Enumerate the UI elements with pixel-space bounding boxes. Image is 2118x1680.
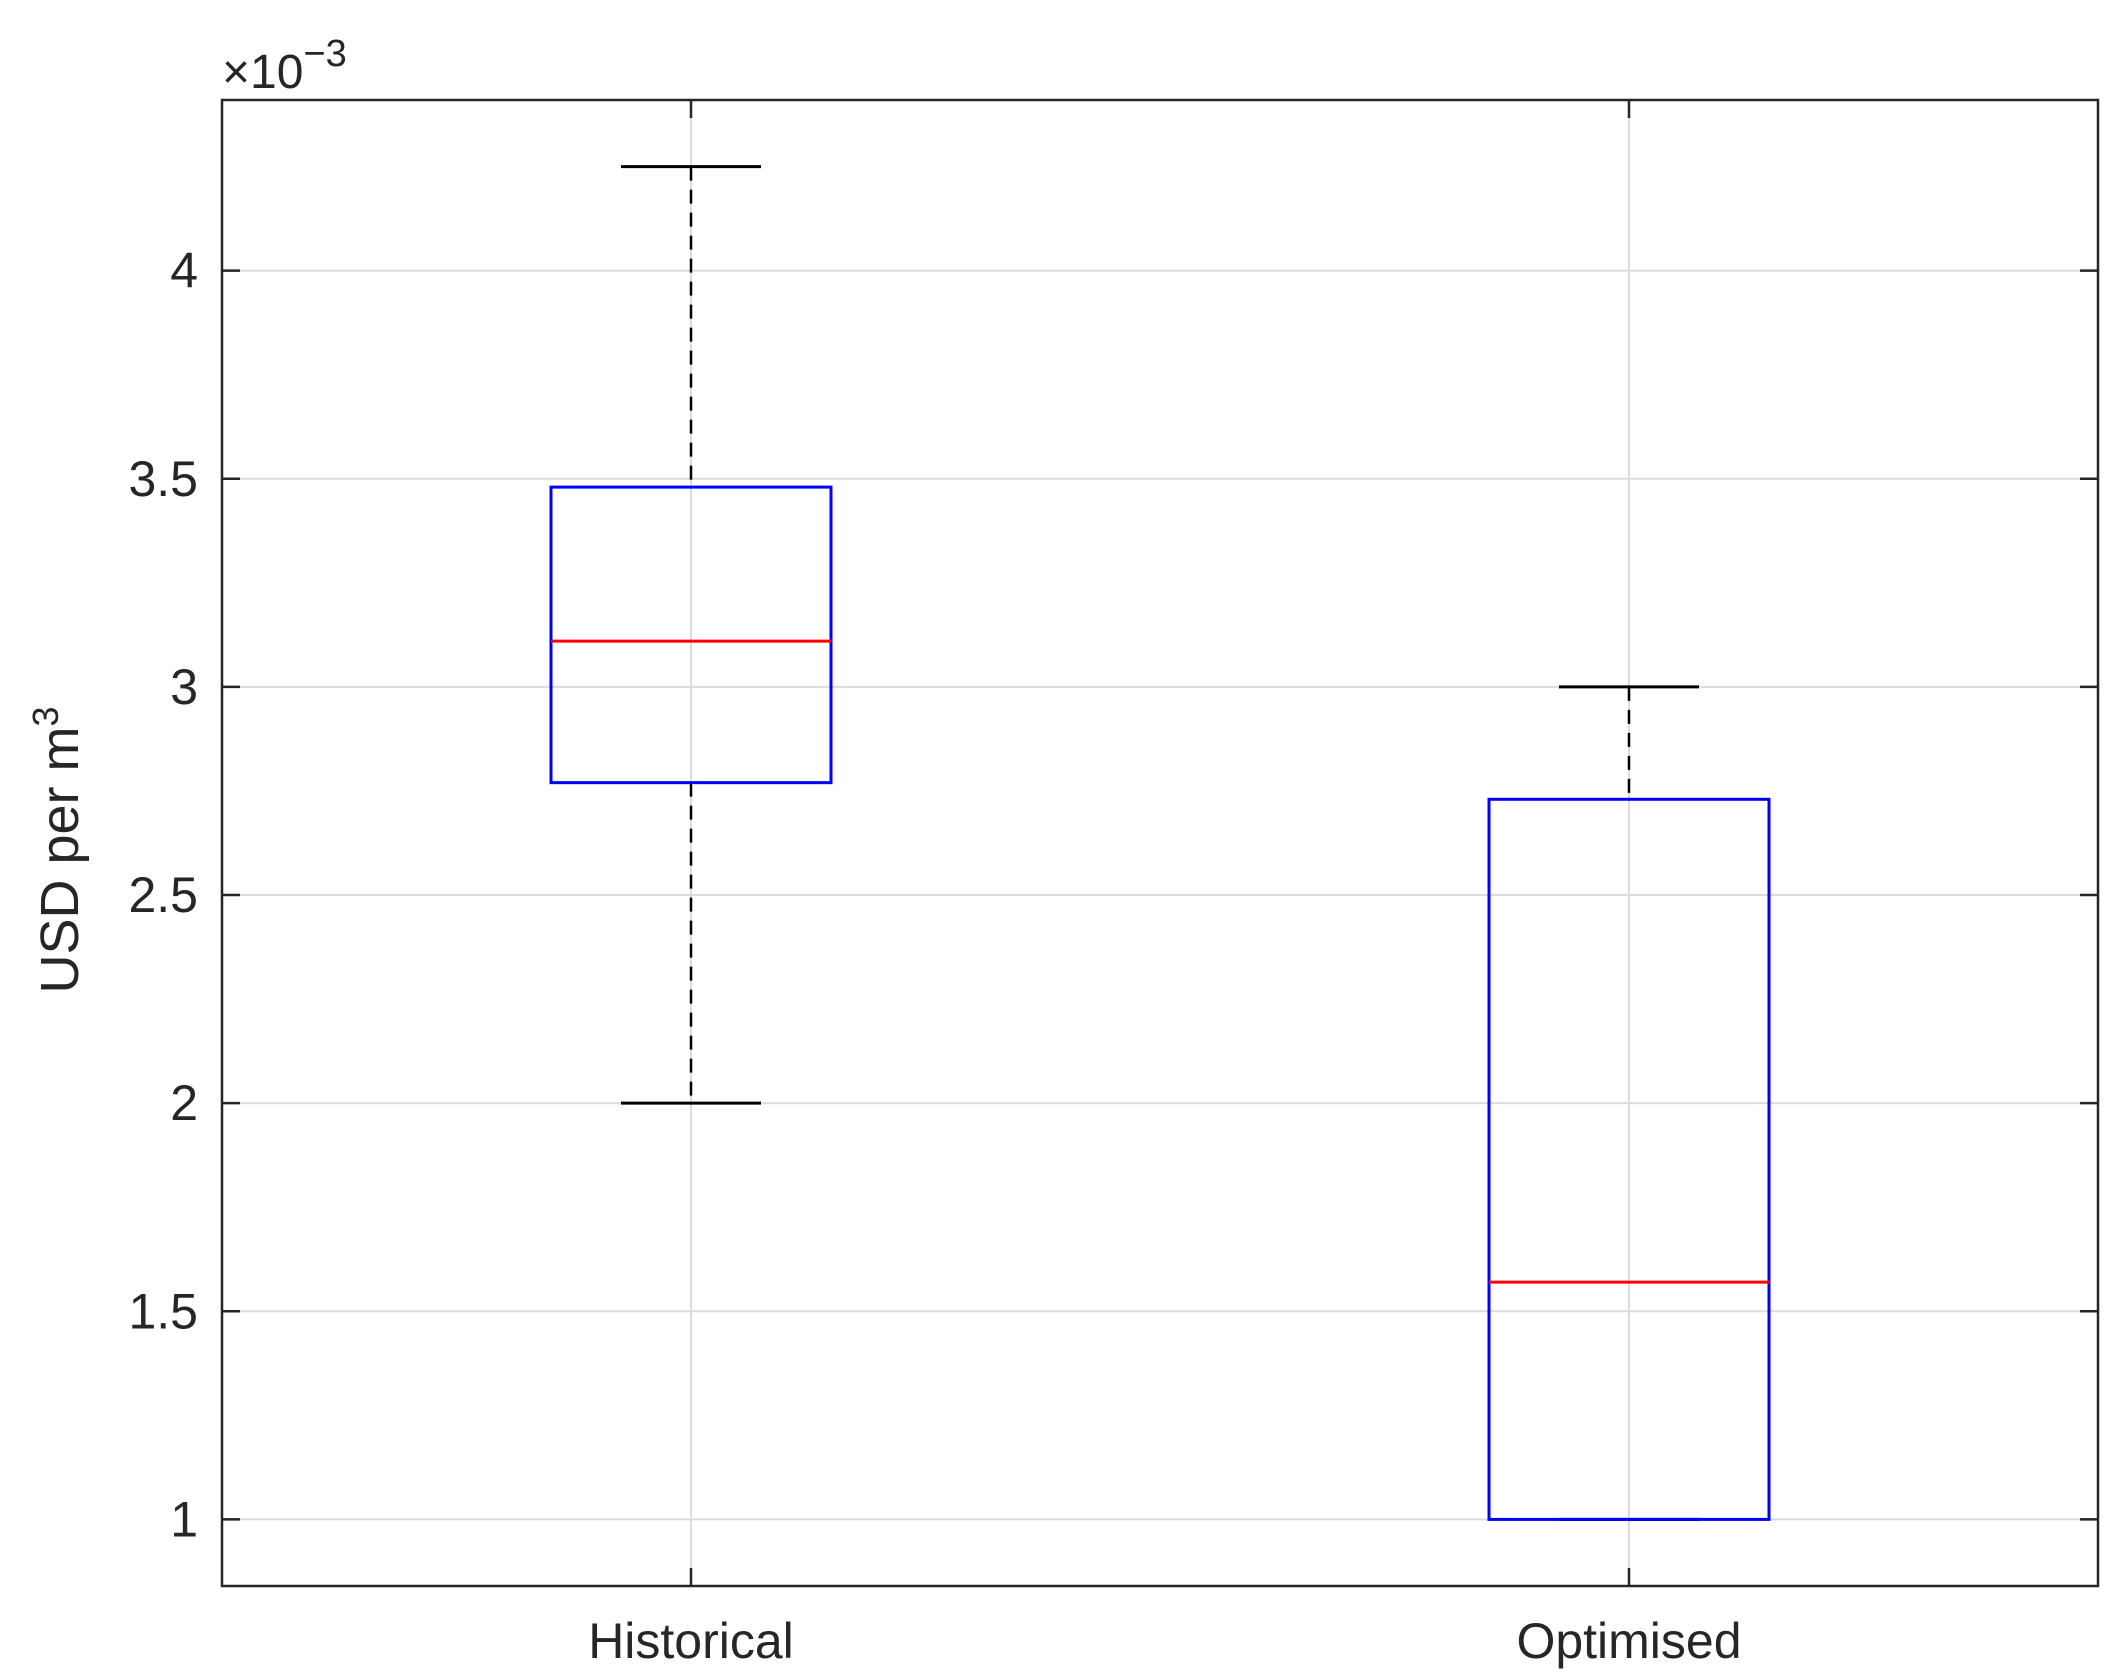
y-exponent-power: −3 <box>303 33 346 75</box>
y-exponent-prefix: ×10 <box>222 46 303 99</box>
y-axis-title: USD per m3 <box>25 706 90 993</box>
y-axis-title-text: USD per m <box>30 726 90 993</box>
y-tick-label: 4 <box>170 243 198 299</box>
grid-lines <box>222 100 2098 1586</box>
y-exponent-label: ×10−3 <box>222 33 347 99</box>
iqr-box <box>1487 797 1771 1521</box>
axis-labels: 1 1.5 2 2.5 3 3.5 4 Historical Optimised <box>128 243 1741 1669</box>
box-plot-series <box>549 165 1771 1521</box>
box-historical <box>549 165 833 1105</box>
y-tick-label: 3.5 <box>128 451 198 507</box>
axes-frame <box>220 98 2100 1588</box>
y-tick-label: 3 <box>170 659 198 715</box>
y-tick-label: 2 <box>170 1075 198 1131</box>
axis-ticks <box>222 100 2098 1586</box>
iqr-box <box>549 485 833 785</box>
box-optimised <box>1487 685 1771 1521</box>
y-axis-title-superscript: 3 <box>25 706 66 726</box>
y-tick-label: 1.5 <box>128 1283 198 1339</box>
x-tick-label: Optimised <box>1516 1613 1741 1669</box>
x-tick-label: Historical <box>588 1613 794 1669</box>
y-tick-label: 2.5 <box>128 867 198 923</box>
y-tick-label: 1 <box>170 1491 198 1547</box>
